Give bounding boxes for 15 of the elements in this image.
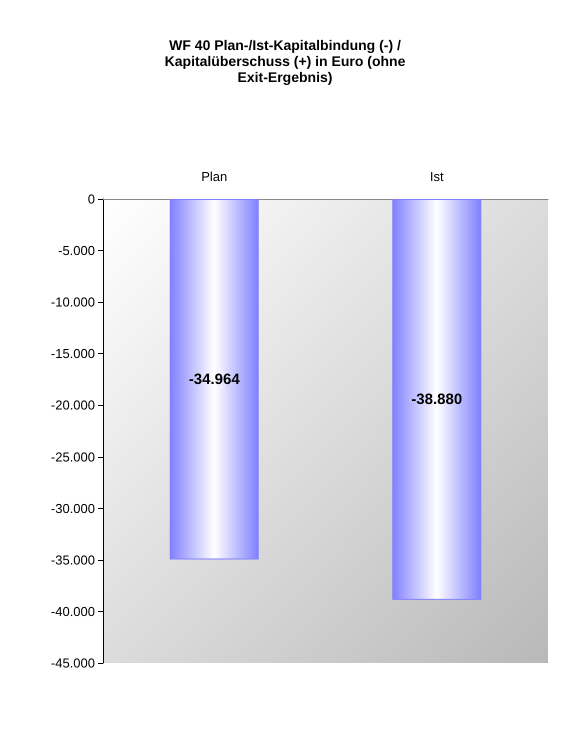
data-label: -38.880 <box>411 390 462 408</box>
y-tick-label: -15.000 <box>50 346 95 362</box>
y-tick-label: -25.000 <box>50 449 95 464</box>
y-tick-label: 0 <box>88 192 95 206</box>
chart-title: WF 40 Plan-/Ist-Kapitalbindung (-) / Kapitalüberschuss (+) in Euro (ohne Exit-Ergebnis) <box>164 37 406 85</box>
x-tick-label: Plan <box>201 169 228 184</box>
y-tick-label: -30.000 <box>50 500 95 516</box>
y-tick-label: -40.000 <box>50 604 95 619</box>
x-tick-label: Ist <box>430 169 444 184</box>
y-tick-label: -45.000 <box>50 656 95 670</box>
y-tick-label: -10.000 <box>50 294 95 310</box>
data-label: -34.964 <box>188 370 240 388</box>
y-tick-label: -20.000 <box>50 398 95 413</box>
y-tick-label: -5.000 <box>58 243 95 258</box>
y-tick-label: -35.000 <box>50 552 95 568</box>
